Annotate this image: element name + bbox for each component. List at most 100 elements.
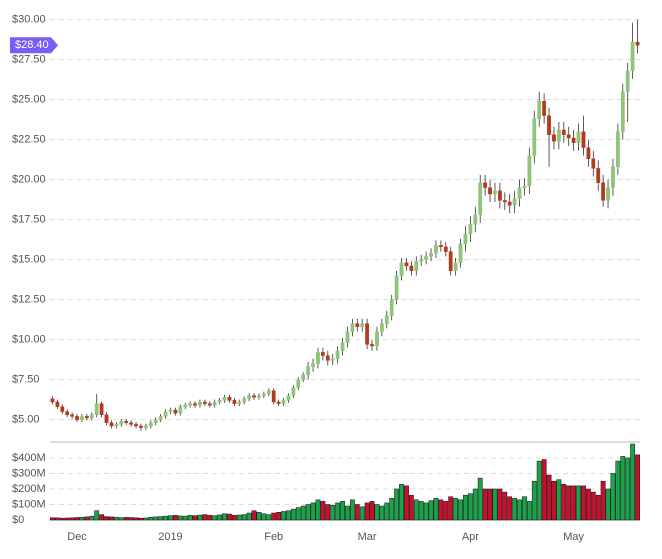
volume-bar: [492, 488, 498, 521]
candle-body: [55, 401, 60, 408]
volume-bar: [54, 517, 60, 521]
volume-bar: [109, 516, 114, 521]
candle-body: [109, 422, 114, 427]
volume-bar: [600, 480, 606, 521]
candle-body: [183, 405, 188, 408]
candle-body: [50, 398, 55, 403]
y-tick-label: $20.00: [12, 174, 46, 186]
candle-body: [355, 323, 360, 328]
candle-body: [483, 182, 488, 188]
volume-bar: [522, 496, 527, 521]
volume-bar: [433, 498, 439, 521]
volume-bar: [231, 515, 237, 521]
volume-bar: [635, 454, 640, 521]
candle-body: [163, 411, 168, 417]
candle-body: [148, 422, 153, 427]
volume-bar: [295, 507, 301, 521]
candle-body: [488, 187, 492, 195]
volume-bar: [310, 502, 316, 521]
volume-bar: [113, 516, 119, 521]
volume-bar: [276, 511, 282, 521]
candle-body: [306, 366, 311, 375]
candle-body: [173, 409, 178, 414]
candle-body: [566, 134, 571, 139]
volume-bar: [202, 514, 208, 521]
x-tick-label: Dec: [67, 531, 87, 543]
candle-body: [478, 182, 483, 216]
candle-body: [75, 416, 79, 420]
candle-body: [517, 187, 522, 200]
y-tick-label: $22.50: [12, 134, 46, 146]
candle-body: [635, 41, 640, 46]
volume-bar: [349, 499, 355, 521]
candle-body: [409, 265, 414, 271]
volume-bar: [359, 506, 365, 521]
candle-body: [143, 425, 148, 428]
candle-body: [522, 185, 527, 188]
volume-bar: [374, 504, 380, 521]
candle-body: [114, 424, 119, 427]
volume-bar: [158, 516, 164, 521]
candle-body: [168, 409, 173, 412]
candle-body: [242, 398, 247, 403]
volume-bar: [74, 517, 80, 521]
y-tick-label: $25.00: [12, 94, 46, 106]
candle-body: [576, 131, 581, 144]
candle-body: [311, 363, 315, 368]
candle-body: [266, 390, 271, 395]
volume-bar: [271, 512, 277, 521]
volume-bar: [290, 508, 296, 521]
candle-body: [99, 403, 104, 416]
volume-bar: [69, 517, 75, 521]
volume-bar: [128, 517, 134, 521]
candle-body: [453, 262, 458, 271]
candle-body: [335, 350, 340, 359]
volume-bar: [453, 498, 459, 521]
candle-body: [591, 158, 596, 169]
volume-bar: [168, 515, 173, 521]
volume-bar: [497, 488, 503, 521]
candle-body: [139, 425, 143, 428]
volume-bar: [212, 515, 218, 521]
candle-body: [301, 374, 306, 380]
candle-body: [340, 342, 345, 351]
candle-body: [345, 331, 350, 344]
x-tick-label: Apr: [462, 531, 479, 543]
candle-body: [561, 129, 566, 136]
volume-bar: [536, 460, 542, 521]
volume-bar: [443, 501, 449, 521]
volume-bar: [625, 457, 631, 521]
y-tick-label: $30.00: [12, 14, 46, 26]
candle-body: [384, 315, 389, 324]
volume-bar: [207, 515, 213, 521]
x-tick-label: Feb: [264, 531, 283, 543]
candle-body: [70, 414, 75, 417]
volume-bar: [300, 505, 306, 521]
volume-bar: [556, 479, 562, 521]
candle-body: [556, 129, 561, 142]
candle-body: [207, 403, 212, 406]
y2-tick-label: $100M: [12, 498, 46, 510]
candle-body: [320, 352, 325, 356]
volume-bar: [404, 485, 409, 521]
candle-body: [468, 224, 473, 235]
volume-bar: [241, 514, 247, 521]
volume-bar: [138, 517, 144, 521]
candle-body: [389, 299, 394, 316]
candle-body: [429, 252, 433, 257]
volume-bar: [325, 504, 331, 521]
candle-body: [80, 416, 84, 420]
candle-body: [158, 416, 163, 420]
volume-bar: [413, 499, 419, 521]
volume-bar: [620, 456, 626, 521]
candle-body: [65, 411, 70, 416]
volume-bar: [246, 512, 252, 521]
candle-body: [198, 401, 202, 406]
candle-body: [497, 190, 502, 201]
candle-body: [419, 259, 424, 262]
volume-bar: [197, 514, 203, 521]
candle-body: [281, 400, 286, 404]
candle-body: [134, 424, 138, 427]
volume-bar: [163, 515, 168, 521]
candle-body: [606, 187, 610, 201]
